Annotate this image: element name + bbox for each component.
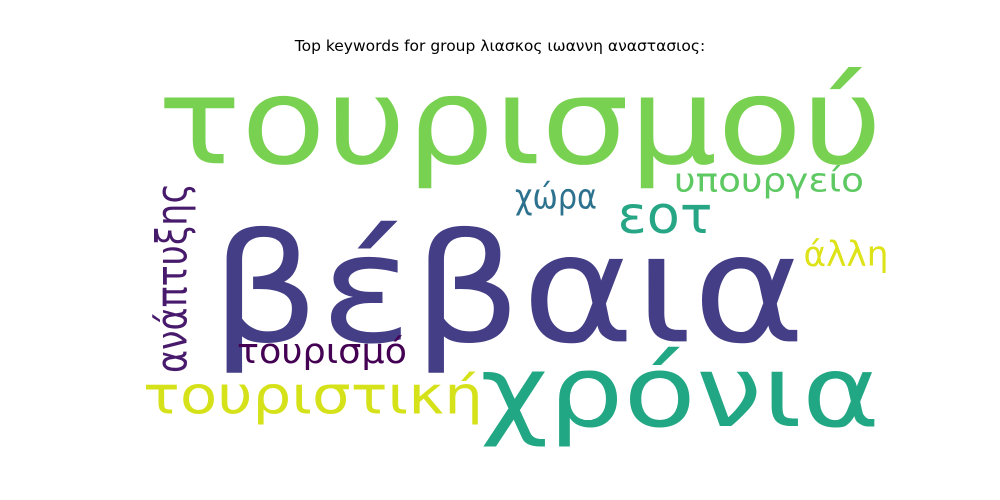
word-cloud-term: βέβαια (211, 202, 806, 378)
word-cloud-term: ανάπτυξης (148, 183, 197, 373)
word-cloud-term: χώρα (515, 177, 597, 218)
word-cloud-term: τουρισμού (158, 52, 883, 192)
word-cloud-term: τουριστική (143, 366, 483, 427)
word-cloud-term: άλλη (804, 235, 889, 275)
word-cloud-term: εοτ (618, 186, 713, 245)
word-cloud-term: χρόνια (480, 334, 880, 449)
word-cloud-term: τουρισμό (237, 332, 407, 372)
chart-title: Top keywords for group λιασκος ιωαννη αν… (294, 37, 706, 55)
word-cloud-term: υπουργείο (674, 162, 864, 200)
